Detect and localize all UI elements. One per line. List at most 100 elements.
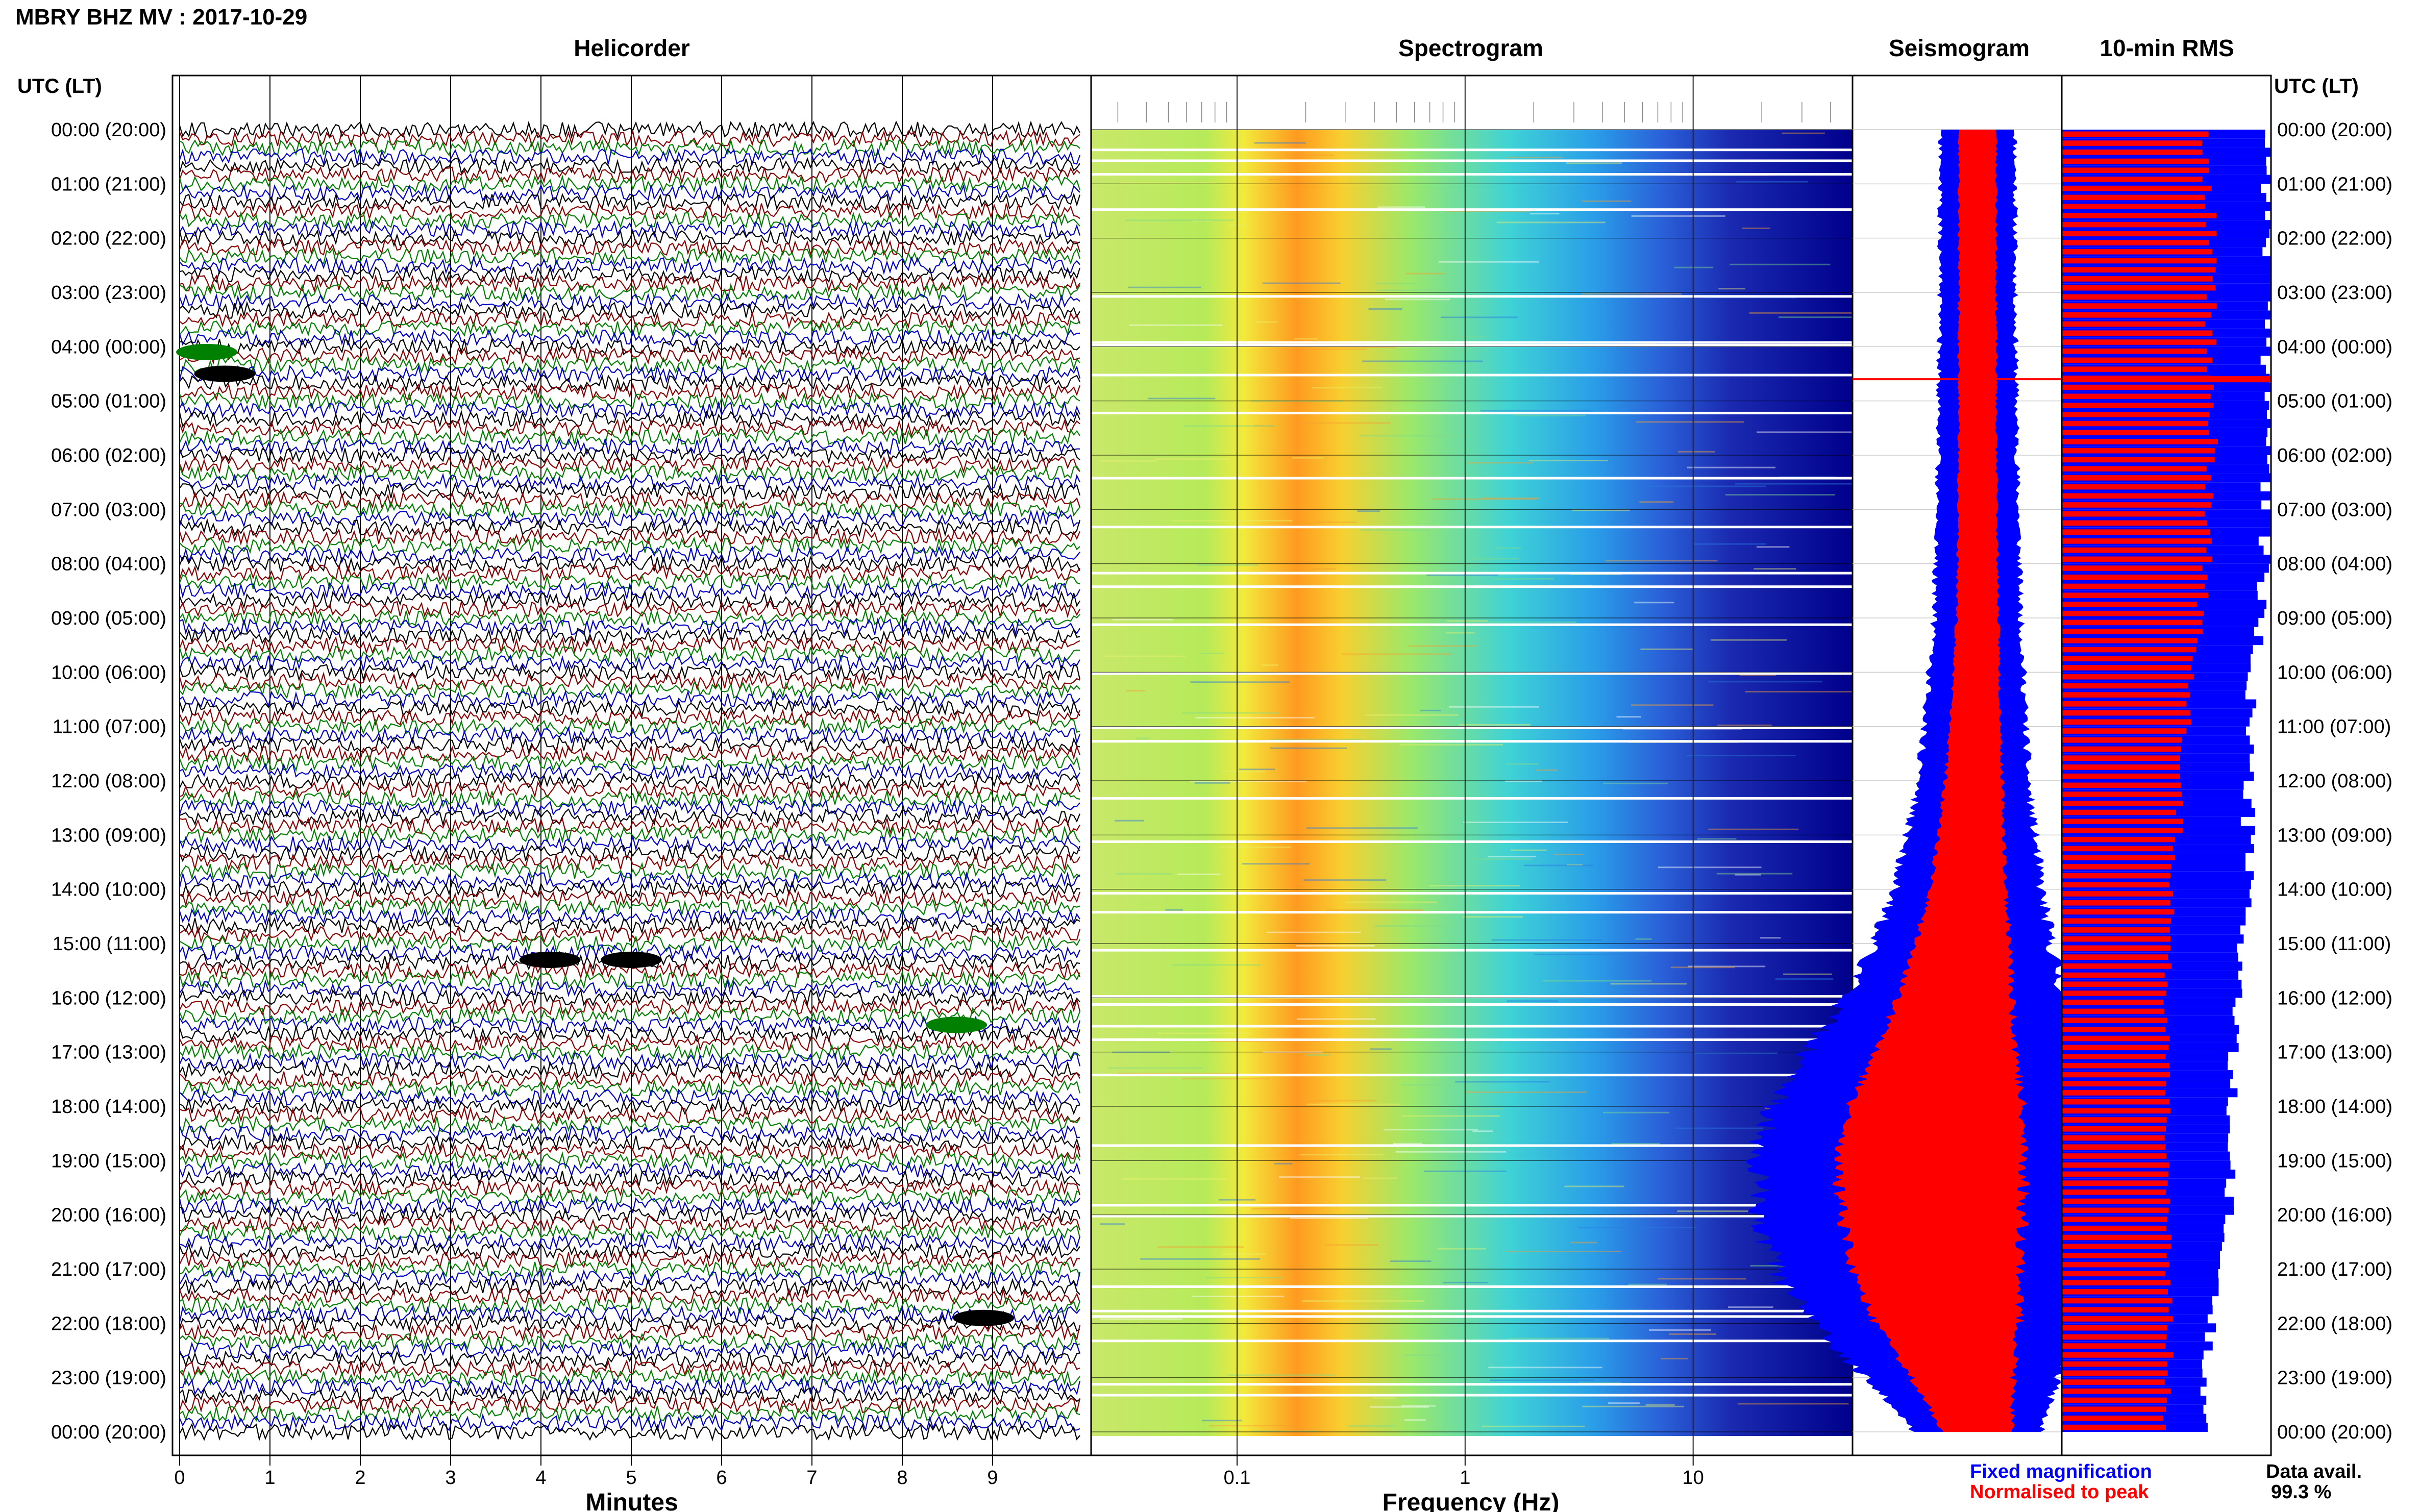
spectrogram-texture [1782, 132, 1825, 134]
spectrogram-texture [1432, 498, 1537, 500]
time-label-left: 02:00 (22:00) [51, 228, 166, 250]
helicorder-tick-label: 4 [535, 1467, 546, 1489]
helicorder-trace [179, 436, 1080, 455]
helicorder-trace [179, 1296, 1081, 1315]
time-label-left: 16:00 (12:00) [51, 987, 166, 1009]
helicorder-trace [179, 745, 1081, 763]
rms-normalised-bar [2062, 502, 2212, 508]
spectrogram-gap [1091, 173, 1853, 176]
time-label-right: 11:00 (07:00) [2277, 716, 2391, 738]
rms-normalised-bar [2062, 809, 2177, 815]
rms-normalised-bar [2062, 629, 2203, 634]
spectrogram-texture [1306, 827, 1418, 829]
spectrogram-texture [1372, 1397, 1396, 1399]
spectrogram-gap [1091, 572, 1853, 575]
spectrogram-texture [1310, 348, 1367, 350]
time-label-left: 22:00 (18:00) [51, 1313, 166, 1334]
spectrogram-texture [1266, 931, 1361, 933]
seismogram-panel [1746, 75, 2117, 1456]
time-label-right: 14:00 (10:00) [2277, 879, 2392, 901]
spectrogram-texture [1296, 945, 1375, 947]
minutes-axis-label: Minutes [585, 1489, 678, 1512]
helicorder-trace [179, 654, 1080, 673]
time-label-right: 00:00 (20:00) [2277, 119, 2392, 141]
helicorder-trace [179, 880, 1080, 899]
time-label-left: 14:00 (10:00) [51, 879, 166, 901]
spectrogram-texture [1492, 578, 1554, 580]
helicorder-trace [179, 183, 1080, 202]
time-label-right: 00:00 (20:00) [2277, 1422, 2392, 1443]
rms-normalised-bar [2062, 1217, 2167, 1222]
helicorder-trace [179, 229, 1080, 247]
helicorder-trace [179, 645, 1080, 664]
spectrogram-texture [1463, 821, 1568, 823]
helicorder-trace [179, 1088, 1080, 1106]
spectrogram-texture [1505, 780, 1543, 782]
spectrogram-texture [1177, 873, 1221, 875]
rms-normalised-bar [2062, 131, 2209, 137]
spectrogram-texture [1227, 1374, 1336, 1376]
rms-normalised-bar [2062, 665, 2191, 671]
helicorder-trace [179, 608, 1080, 628]
rms-normalised-bar [2062, 556, 2212, 562]
helicorder-trace [179, 463, 1080, 483]
spectrogram-texture [1739, 674, 1776, 676]
rms-normalised-bar [2062, 475, 2211, 481]
spectrogram-texture [1536, 769, 1558, 771]
rms-normalised-bar [2062, 1361, 2167, 1367]
spectrogram-texture [1409, 645, 1477, 647]
rms-normalised-bar [2062, 177, 2203, 182]
helicorder-event [176, 343, 238, 360]
spectrogram-texture [1462, 916, 1523, 918]
rms-normalised-bar [2062, 981, 2168, 987]
helicorder-trace [179, 482, 1081, 501]
helicorder-trace [179, 355, 1080, 375]
spectrogram-texture [1404, 1419, 1426, 1421]
rms-normalised-bar [2062, 1099, 2169, 1105]
spectrogram-texture [1647, 485, 1766, 487]
helicorder-trace [179, 446, 1080, 465]
spectrogram-texture [1730, 263, 1831, 265]
spectrogram-texture [1182, 1078, 1270, 1080]
spectrogram-texture [1736, 181, 1808, 183]
rms-normalised-bar [2062, 954, 2168, 960]
rms-normalised-bar [2062, 746, 2181, 752]
time-label-right: 19:00 (15:00) [2277, 1150, 2392, 1172]
time-label-right: 05:00 (01:00) [2277, 391, 2392, 412]
seismogram-normalised-band [1832, 130, 2031, 1432]
spectrogram-texture [1658, 866, 1762, 869]
spectrogram-texture [1122, 1178, 1226, 1180]
rms-normalised-bar [2062, 303, 2217, 309]
spectrogram-texture [1342, 653, 1452, 655]
spectrogram-texture [1128, 286, 1201, 288]
spectrogram-texture [1459, 724, 1531, 726]
rms-normalised-bar [2062, 1307, 2168, 1313]
spectrogram-texture [1631, 215, 1725, 217]
spectrogram-texture [1466, 1108, 1503, 1110]
helicorder-trace [179, 1124, 1080, 1143]
helicorder-panel [171, 75, 1092, 1456]
rms-normalised-bar [2062, 1244, 2171, 1250]
spectrogram-texture [1377, 289, 1450, 291]
spectrogram-texture [1303, 879, 1387, 881]
spectrogram-texture [1222, 771, 1265, 773]
spectrogram-texture [1401, 1115, 1500, 1117]
spectrogram-texture [1140, 1258, 1261, 1260]
spectrogram-texture [1742, 227, 1770, 229]
rms-normalised-bar [2062, 918, 2171, 924]
spectrogram-texture [1628, 1283, 1667, 1285]
helicorder-trace [179, 1169, 1080, 1188]
rms-normalised-bar [2062, 294, 2207, 300]
rms-normalised-bar [2062, 565, 2203, 571]
rms-normalised-bar [2062, 194, 2205, 201]
spectrogram-texture [1716, 873, 1793, 875]
spectrogram-gap [1091, 797, 1853, 800]
helicorder-x-axis: 0 1 2 3 4 5 6 7 8 9 [174, 1455, 998, 1489]
helicorder-trace [179, 1096, 1080, 1116]
spectrogram-texture [1115, 820, 1144, 822]
spectrogram-texture [1688, 965, 1766, 968]
rms-normalised-bar [2062, 1162, 2169, 1168]
legend-normalised-to-peak: Normalised to peak [1970, 1481, 2149, 1503]
helicorder-trace [179, 1413, 1080, 1433]
helicorder-trace [179, 1133, 1081, 1152]
